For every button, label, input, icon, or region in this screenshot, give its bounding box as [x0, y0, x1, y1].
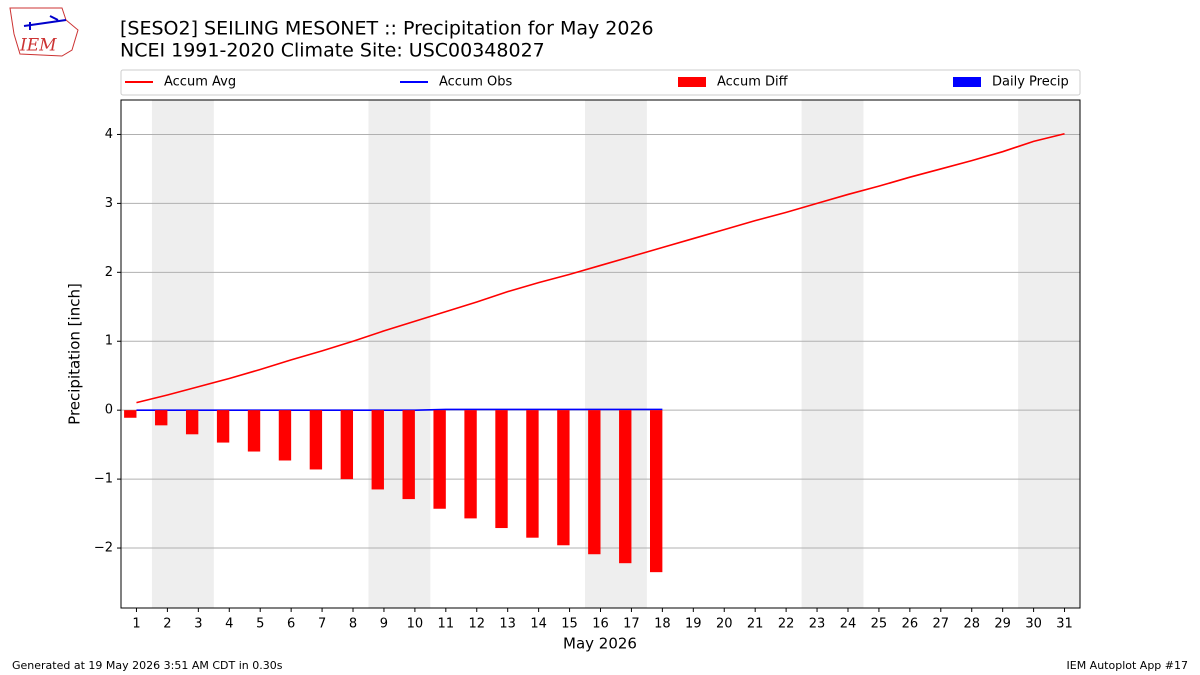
footer-left: Generated at 19 May 2026 3:51 AM CDT in … — [12, 659, 283, 672]
weekend-band — [801, 100, 864, 608]
x-tick-label: 28 — [963, 617, 980, 632]
footer-right: IEM Autoplot App #17 — [1067, 659, 1189, 672]
y-tick-label: 3 — [105, 196, 113, 211]
x-tick-label: 23 — [809, 617, 826, 632]
x-tick-label: 5 — [256, 617, 264, 632]
bar — [402, 410, 415, 500]
chart-subtitle: NCEI 1991-2020 Climate Site: USC00348027 — [120, 40, 545, 62]
weekend-band — [151, 100, 214, 608]
legend-swatch — [953, 77, 981, 87]
y-tick-label: 4 — [105, 127, 113, 142]
x-tick-label: 7 — [318, 617, 326, 632]
x-tick-label: 16 — [592, 617, 609, 632]
logo-outline — [9, 7, 79, 57]
x-tick-label: 22 — [778, 617, 795, 632]
logo: IEM — [9, 7, 79, 57]
plot-frame — [120, 99, 1081, 609]
x-tick-label: 8 — [349, 617, 357, 632]
x-tick-label: 26 — [902, 617, 919, 632]
x-tick-label: 18 — [654, 617, 671, 632]
bar — [526, 410, 539, 538]
bar — [464, 410, 477, 519]
x-tick-label: 1 — [132, 617, 140, 632]
legend-label: Daily Precip — [992, 75, 1069, 90]
y-tick-label: 2 — [105, 265, 113, 280]
bar — [278, 410, 292, 461]
logo-text: IEM — [19, 36, 57, 56]
x-tick-label: 31 — [1056, 617, 1073, 632]
x-tick-label: 14 — [530, 617, 547, 632]
x-tick-label: 12 — [468, 617, 485, 632]
legend-label: Accum Avg — [164, 75, 236, 90]
legend-swatch — [678, 77, 706, 87]
x-tick-label: 19 — [685, 617, 702, 632]
x-tick-label: 4 — [225, 617, 233, 632]
weekend-band — [1018, 100, 1080, 608]
x-tick-label: 30 — [1025, 617, 1042, 632]
line — [136, 408, 663, 411]
x-tick-label: 11 — [438, 617, 455, 632]
x-tick-label: 25 — [871, 617, 888, 632]
logo-icon — [23, 15, 67, 30]
bar — [557, 410, 570, 546]
y-tick-label: −1 — [94, 472, 113, 487]
bar — [124, 410, 137, 418]
bar — [247, 410, 261, 452]
legend-label: Accum Obs — [439, 75, 512, 90]
x-tick-label: 29 — [994, 617, 1011, 632]
bar — [433, 410, 446, 509]
x-tick-label: 3 — [194, 617, 202, 632]
bar — [649, 410, 663, 573]
bar — [309, 410, 323, 470]
bar — [340, 410, 354, 480]
legend-box — [120, 69, 1081, 96]
bar — [185, 410, 199, 435]
x-tick-label: 13 — [499, 617, 516, 632]
y-tick-label: 1 — [105, 334, 113, 349]
y-tick-label: −2 — [94, 541, 113, 556]
x-axis-label: May 2026 — [563, 635, 637, 653]
y-tick-label: 0 — [105, 403, 113, 418]
chart-title: [SESO2] SEILING MESONET :: Precipitation… — [120, 18, 654, 40]
x-tick-label: 21 — [747, 617, 764, 632]
x-tick-label: 9 — [380, 617, 388, 632]
x-tick-label: 15 — [561, 617, 578, 632]
bar — [588, 410, 601, 555]
x-tick-label: 2 — [163, 617, 171, 632]
x-tick-label: 10 — [407, 617, 424, 632]
y-axis-label: Precipitation [inch] — [66, 283, 84, 425]
x-tick-label: 24 — [840, 617, 857, 632]
x-tick-label: 27 — [933, 617, 950, 632]
bar — [216, 410, 230, 443]
bar — [371, 410, 384, 490]
x-tick-label: 6 — [287, 617, 295, 632]
bar — [155, 410, 168, 426]
bar — [619, 410, 632, 564]
x-tick-label: 17 — [623, 617, 640, 632]
bar — [495, 410, 508, 529]
legend-label: Accum Diff — [717, 75, 789, 90]
weekend-band — [368, 100, 431, 608]
x-tick-label: 20 — [716, 617, 733, 632]
line — [136, 132, 1065, 404]
